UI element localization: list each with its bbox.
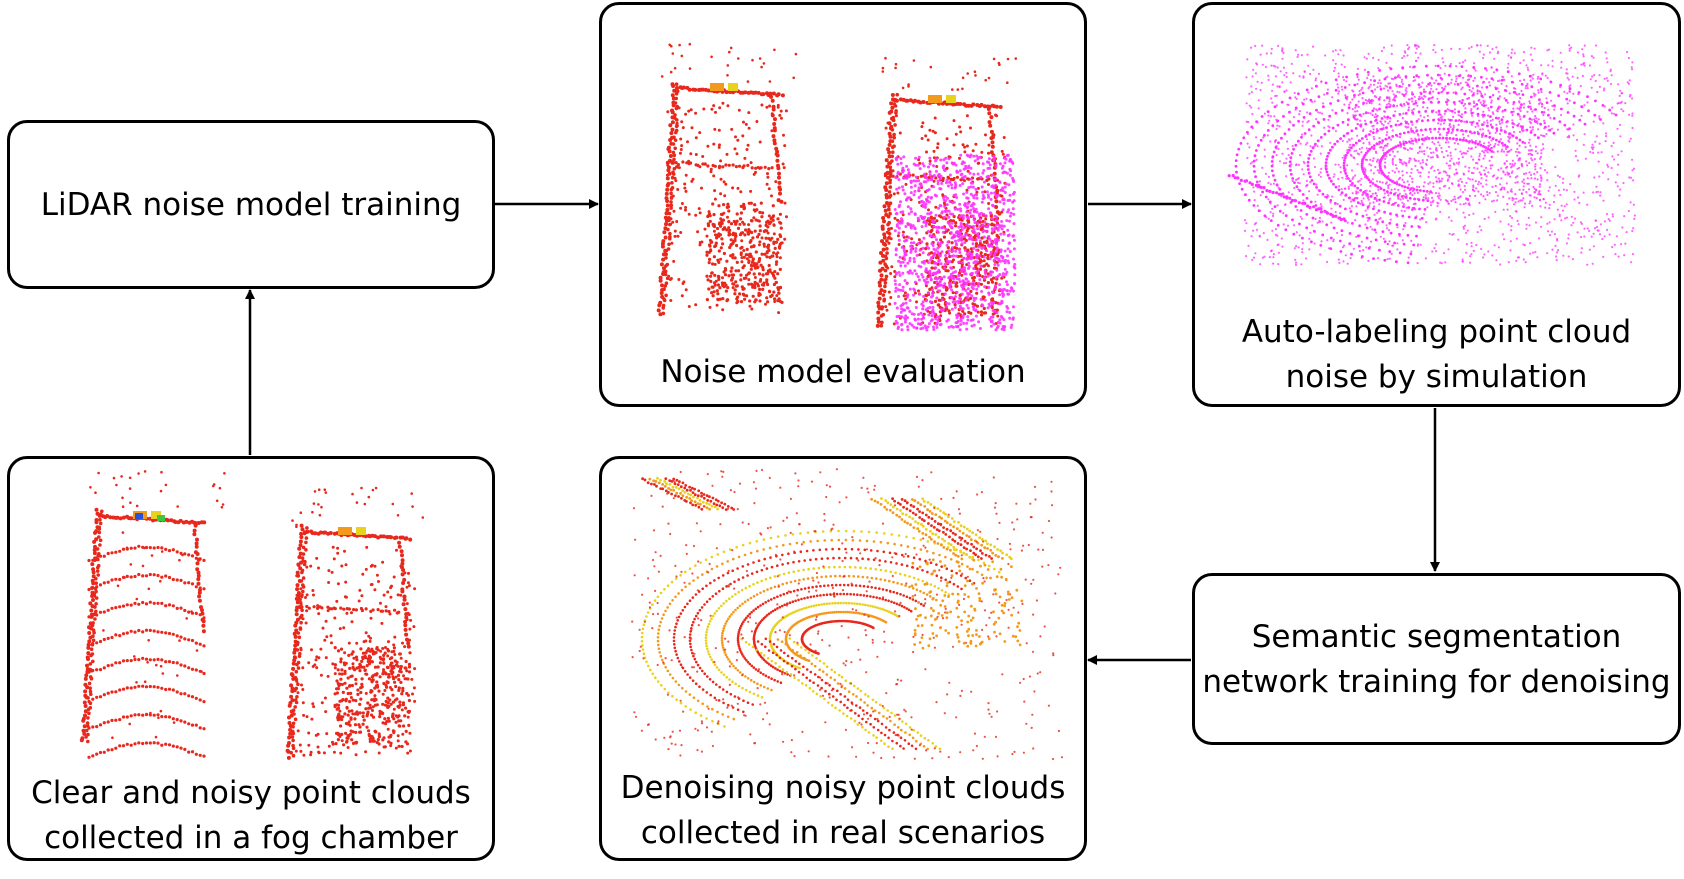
evaluation-pointcloud-clear [656,42,798,317]
denoising-pointcloud [631,468,1064,761]
node-segmentation-label-line1: Semantic segmentation [1251,619,1622,655]
node-denoising: Denoising noisy point clouds collected i… [599,456,1087,861]
node-autolabel: Auto-labeling point cloud noise by simul… [1192,2,1681,407]
autolabel-pointcloud [1227,43,1636,266]
node-evaluation: Noise model evaluation [599,2,1087,407]
node-evaluation-label: Noise model evaluation [660,354,1026,390]
node-training: LiDAR noise model training [7,120,495,289]
evaluation-pointcloud-simulated [875,56,1018,332]
node-denoising-label-line1: Denoising noisy point clouds [620,770,1066,806]
node-segmentation-label-line2: network training for denoising [1202,664,1671,700]
node-segmentation: Semantic segmentation network training f… [1192,573,1681,745]
node-collection-label-line1: Clear and noisy point clouds [31,775,471,811]
node-autolabel-label-line1: Auto-labeling point cloud [1241,314,1632,350]
node-collection-label-line2: collected in a fog chamber [44,820,458,856]
collection-pointcloud-noisy [285,486,425,760]
node-autolabel-label-line2: noise by simulation [1285,359,1588,395]
node-collection: Clear and noisy point clouds collected i… [7,456,495,861]
collection-pointcloud-clear [79,470,226,759]
node-denoising-label-line2: collected in real scenarios [640,815,1046,851]
node-training-label: LiDAR noise model training [40,187,462,223]
